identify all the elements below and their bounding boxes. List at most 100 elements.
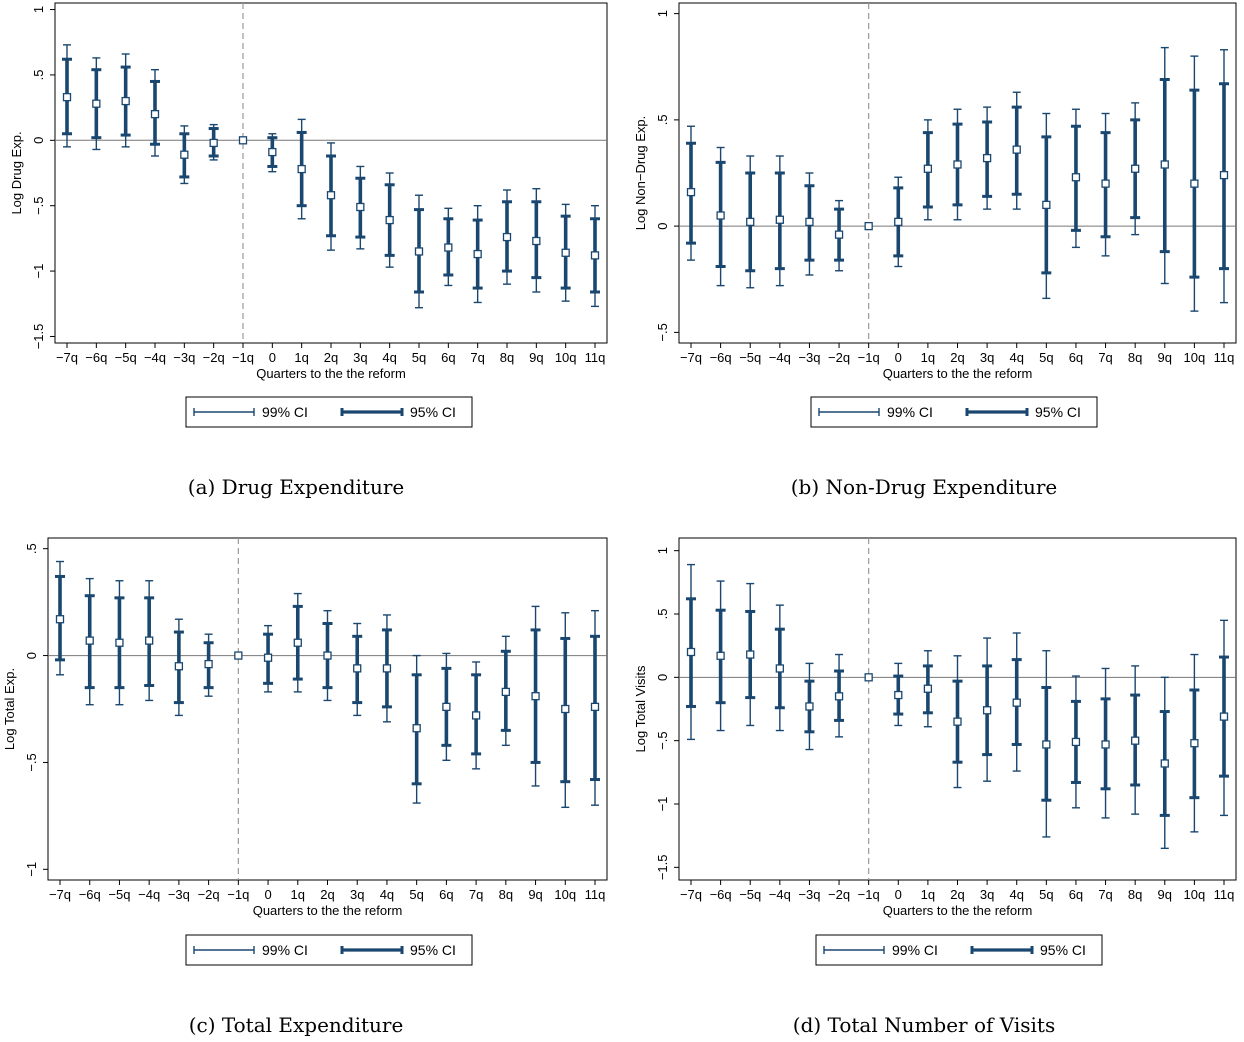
x-tick-label: 9q bbox=[528, 887, 542, 902]
point-estimate bbox=[1131, 164, 1140, 173]
y-tick-label: .5 bbox=[655, 114, 670, 125]
legend-ci99-label: 99% CI bbox=[887, 404, 933, 420]
legend-ci95-label: 95% CI bbox=[1035, 404, 1081, 420]
x-tick-label: −4q bbox=[144, 350, 166, 365]
point-estimate bbox=[234, 651, 243, 660]
legend-ci99-label: 99% CI bbox=[262, 942, 308, 958]
x-tick-label: −3q bbox=[798, 350, 820, 365]
point-estimate bbox=[1219, 712, 1229, 721]
point-estimate bbox=[716, 211, 725, 220]
point-estimate bbox=[982, 706, 992, 715]
x-tick-label: 2q bbox=[324, 350, 338, 365]
y-tick-label: .5 bbox=[24, 543, 39, 554]
point-estimate bbox=[62, 93, 72, 102]
point-estimate bbox=[805, 217, 814, 227]
x-tick-label: −5q bbox=[115, 350, 137, 365]
x-tick-label: −1q bbox=[858, 350, 880, 365]
x-tick-label: 10q bbox=[1184, 350, 1206, 365]
x-tick-label: 5q bbox=[1039, 887, 1053, 902]
point-estimate bbox=[864, 673, 873, 682]
point-estimate bbox=[894, 217, 903, 227]
x-tick-label: −5q bbox=[739, 887, 761, 902]
point-estimate bbox=[1190, 739, 1199, 748]
x-tick-label: 10q bbox=[1184, 887, 1206, 902]
y-axis-label: Log Total Exp. bbox=[2, 668, 17, 750]
x-tick-label: −1q bbox=[858, 887, 880, 902]
y-tick-label: −1.5 bbox=[655, 854, 670, 880]
point-estimate bbox=[501, 687, 510, 697]
chart-total-expenditure: .5 0 −.5 −1 Log Total Exp. −7q −6q −5q −4q −3q −2q… bbox=[2, 537, 608, 1037]
x-tick-label: 11q bbox=[585, 350, 606, 365]
point-estimate bbox=[268, 147, 277, 157]
x-tick-label: 7q bbox=[469, 887, 483, 902]
y-tick-label: −.5 bbox=[24, 753, 39, 771]
x-tick-label: 0 bbox=[895, 887, 902, 902]
y-tick-label: 0 bbox=[31, 137, 46, 144]
point-estimate bbox=[805, 702, 814, 711]
y-axis-label: Log Drug Exp. bbox=[9, 131, 24, 214]
point-estimate bbox=[1131, 736, 1140, 745]
point-estimate bbox=[746, 217, 755, 227]
x-tick-label: 7q bbox=[1098, 350, 1112, 365]
point-estimate bbox=[982, 153, 992, 163]
point-estimate bbox=[326, 191, 336, 200]
x-tick-label: 8q bbox=[1128, 887, 1142, 902]
y-axis-label: Log Total Visits bbox=[633, 665, 648, 752]
x-tick-label: 3q bbox=[980, 887, 994, 902]
y-tick-label: 1 bbox=[655, 547, 670, 554]
point-estimate bbox=[775, 664, 784, 673]
point-estimate bbox=[174, 662, 184, 671]
x-tick-label: 3q bbox=[350, 887, 364, 902]
point-estimate bbox=[532, 236, 541, 246]
y-tick-label: .5 bbox=[655, 609, 670, 620]
x-tick-label: 4q bbox=[1009, 887, 1023, 902]
x-tick-label: 6q bbox=[1069, 887, 1083, 902]
y-tick-label: −1 bbox=[655, 797, 670, 812]
point-estimate bbox=[385, 215, 394, 225]
point-estimate bbox=[1101, 740, 1110, 749]
point-estimate bbox=[834, 230, 844, 239]
x-tick-label: 4q bbox=[380, 887, 394, 902]
x-tick-label: −6q bbox=[710, 887, 732, 902]
panel-caption: (c) Total Expenditure bbox=[189, 1013, 404, 1037]
x-tick-label: 3q bbox=[980, 350, 994, 365]
x-tick-label: −2q bbox=[203, 350, 225, 365]
point-estimate bbox=[1012, 145, 1021, 154]
x-tick-label: 8q bbox=[499, 887, 513, 902]
chart-drug-expenditure: 1 .5 0 −.5 −1 −1.5 Log Drug Exp. −7q −6q −5q −4q −3… bbox=[9, 2, 608, 499]
y-tick-label: .5 bbox=[31, 70, 46, 81]
point-estimate bbox=[209, 138, 218, 148]
x-axis-label: Quarters to the the reform bbox=[256, 366, 406, 381]
point-estimate bbox=[590, 251, 600, 260]
point-estimate bbox=[561, 704, 570, 714]
point-estimate bbox=[115, 638, 124, 647]
point-estimate bbox=[894, 690, 903, 700]
point-estimate bbox=[145, 636, 154, 645]
point-estimate bbox=[473, 249, 482, 259]
x-tick-label: −1q bbox=[232, 350, 254, 365]
x-tick-label: 0 bbox=[264, 887, 271, 902]
x-tick-label: −7q bbox=[56, 350, 78, 365]
x-tick-label: 3q bbox=[353, 350, 367, 365]
point-estimate bbox=[561, 248, 570, 257]
x-tick-label: 8q bbox=[500, 350, 514, 365]
x-tick-label: 1q bbox=[291, 887, 305, 902]
x-tick-label: −4q bbox=[769, 350, 791, 365]
x-tick-label: −7q bbox=[49, 887, 71, 902]
x-tick-label: −4q bbox=[138, 887, 160, 902]
x-tick-label: −2q bbox=[828, 887, 850, 902]
y-axis-label: Log Non−Drug Exp. bbox=[633, 116, 648, 231]
legend-ci99-label: 99% CI bbox=[892, 942, 938, 958]
x-tick-label: −4q bbox=[769, 887, 791, 902]
x-tick-label: 1q bbox=[921, 887, 935, 902]
legend: 99% CI 95% CI bbox=[185, 934, 473, 966]
point-estimate bbox=[85, 636, 94, 645]
x-tick-label: 5q bbox=[1039, 350, 1053, 365]
point-estimate bbox=[834, 692, 844, 701]
point-estimate bbox=[412, 724, 421, 733]
x-tick-label: −7q bbox=[680, 887, 702, 902]
point-estimate bbox=[1071, 737, 1081, 747]
x-tick-label: −3q bbox=[168, 887, 190, 902]
point-estimate bbox=[1071, 173, 1081, 182]
